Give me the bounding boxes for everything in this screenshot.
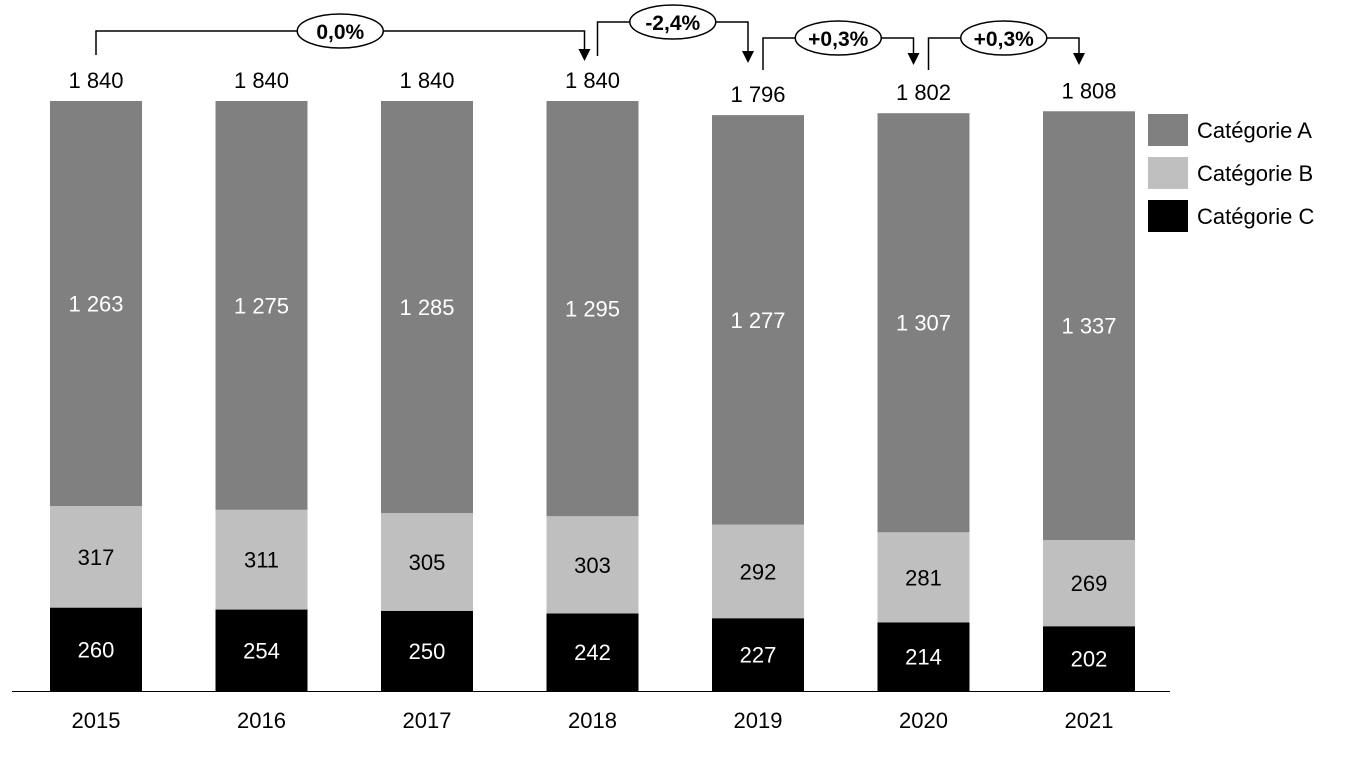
x-tick-label: 2020 (899, 708, 948, 733)
bar-segment-cat-gorie-c-2016 (215, 609, 308, 691)
bar-segment-cat-gorie-c-2018 (546, 613, 639, 691)
x-tick-label: 2021 (1065, 708, 1114, 733)
bar-segment-cat-gorie-a-2020 (877, 113, 970, 533)
value-label: 214 (905, 645, 942, 670)
total-label: 1 808 (1061, 78, 1116, 103)
total-label: 1 840 (234, 68, 289, 93)
bar-segment-cat-gorie-b-2015 (50, 505, 142, 608)
x-tick-label: 2017 (403, 708, 452, 733)
value-label: 311 (244, 548, 279, 573)
total-label: 1 802 (896, 80, 951, 105)
value-label: 1 285 (399, 295, 454, 320)
value-label: 1 295 (565, 297, 620, 322)
bar-segment-cat-gorie-b-2019 (712, 524, 804, 619)
x-tick-label: 2016 (237, 708, 286, 733)
x-tick-label: 2015 (72, 708, 121, 733)
bar-segment-cat-gorie-a-2018 (546, 101, 639, 517)
bar-segment-cat-gorie-a-2017 (381, 101, 473, 514)
bar-segment-cat-gorie-c-2021 (1043, 626, 1135, 691)
legend-swatch (1148, 157, 1188, 189)
bar-segment-cat-gorie-c-2017 (381, 610, 473, 691)
value-label: 281 (905, 565, 942, 590)
growth-bubble (960, 20, 1048, 56)
bar-segment-cat-gorie-c-2015 (50, 607, 142, 691)
value-label: 260 (78, 637, 115, 662)
total-label: 1 840 (565, 68, 620, 93)
value-label: 1 307 (896, 311, 951, 336)
growth-bubble (629, 4, 717, 40)
value-label: 227 (740, 643, 777, 668)
growth-label: +0,3% (808, 28, 868, 51)
value-label: 305 (409, 550, 446, 575)
bar-segment-cat-gorie-c-2020 (877, 622, 970, 691)
legend-swatch (1148, 114, 1188, 146)
bar-segment-cat-gorie-b-2016 (215, 509, 308, 610)
x-tick-label: 2018 (568, 708, 617, 733)
value-label: 1 337 (1061, 314, 1116, 339)
growth-label: 0,0% (316, 21, 364, 44)
legend-label: Catégorie A (1197, 118, 1312, 143)
value-label: 242 (574, 640, 611, 665)
bar-segment-cat-gorie-b-2020 (877, 532, 970, 623)
total-label: 1 840 (399, 68, 454, 93)
arrow-down-icon (742, 51, 754, 63)
value-label: 303 (574, 553, 611, 578)
value-label: 317 (78, 545, 115, 570)
growth-bubble (794, 20, 882, 56)
bar-segment-cat-gorie-a-2015 (50, 101, 142, 506)
bar-segment-cat-gorie-b-2021 (1043, 539, 1135, 627)
growth-label: -2,4% (645, 12, 700, 35)
legend-label: Catégorie B (1197, 161, 1313, 186)
bar-segment-cat-gorie-a-2019 (712, 115, 804, 525)
bar-segment-cat-gorie-b-2017 (381, 513, 473, 611)
total-label: 1 796 (730, 82, 785, 107)
growth-bubble (296, 13, 384, 49)
value-label: 250 (409, 639, 446, 664)
value-label: 1 263 (68, 291, 123, 316)
arrow-down-icon (907, 53, 920, 65)
bar-segment-cat-gorie-c-2019 (712, 618, 804, 691)
value-label: 202 (1071, 647, 1108, 672)
value-label: 1 277 (730, 308, 785, 333)
legend-label: Catégorie C (1197, 204, 1315, 229)
value-label: 254 (243, 638, 280, 663)
arrow-down-icon (578, 49, 591, 61)
total-label: 1 840 (68, 68, 123, 93)
arrow-down-icon (1073, 53, 1085, 65)
value-label: 269 (1071, 571, 1108, 596)
x-tick-label: 2019 (734, 708, 783, 733)
growth-label: +0,3% (974, 28, 1034, 51)
bar-segment-cat-gorie-b-2018 (546, 516, 639, 614)
value-label: 292 (740, 559, 777, 584)
value-label: 1 275 (234, 293, 289, 318)
bar-segment-cat-gorie-a-2021 (1043, 111, 1135, 540)
bar-segment-cat-gorie-a-2016 (215, 101, 308, 510)
legend-swatch (1148, 200, 1188, 232)
